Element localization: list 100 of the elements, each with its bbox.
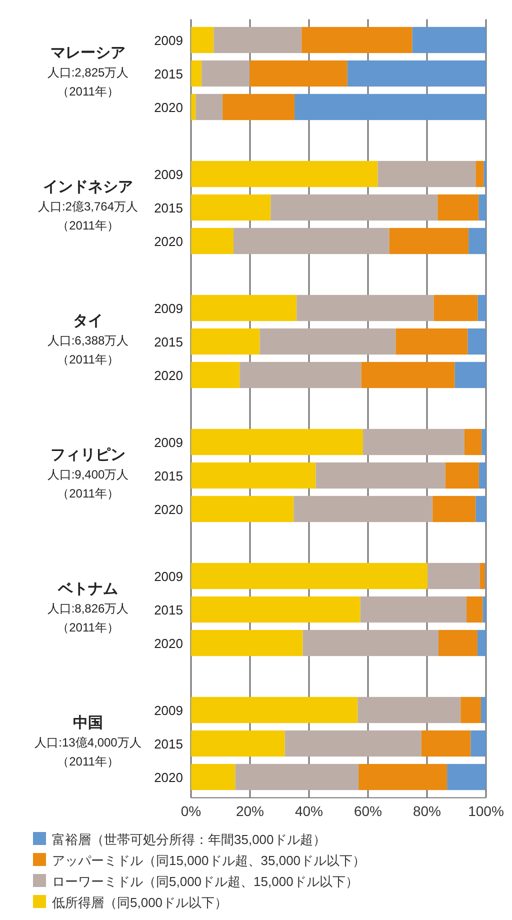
bar [191, 496, 294, 522]
bar [214, 26, 302, 54]
text: 人口:13億4,000万人 [34, 736, 142, 750]
text: （2011年） [57, 620, 119, 634]
bar [378, 160, 476, 188]
bar [358, 764, 448, 790]
bar [482, 596, 486, 623]
bar [191, 328, 260, 355]
bar [270, 194, 438, 221]
text: （2011年） [57, 218, 119, 232]
y-tick-label: 2015 [154, 736, 183, 752]
bar [432, 496, 476, 522]
y-tick-label: 2009 [154, 167, 183, 182]
x-tick-label: 60% [354, 802, 382, 819]
text: 人口:8,826万人 [47, 602, 129, 616]
y-tick-label: 2009 [154, 301, 183, 316]
y-tick-label: 2015 [154, 66, 183, 82]
text: マレーシア [50, 44, 126, 62]
bar [302, 630, 439, 656]
y-tick-label: 2009 [154, 33, 183, 48]
bar [476, 160, 484, 188]
bar [482, 428, 486, 456]
text: フィリピン [50, 446, 126, 464]
bar [191, 562, 428, 590]
bar [396, 328, 468, 355]
bar [191, 630, 303, 656]
bar [191, 462, 316, 489]
bar [466, 596, 483, 623]
x-tick-label: 0% [180, 802, 202, 819]
bar [191, 194, 271, 221]
x-tick-label: 40% [294, 802, 324, 819]
bar [316, 462, 446, 489]
bar [202, 60, 250, 87]
text: （2011年） [57, 84, 119, 98]
bar [361, 362, 455, 388]
x-tick-label: 80% [412, 802, 442, 819]
legend-label: 富裕層（世帯可処分所得：年間35,000ドル超） [52, 832, 326, 847]
bar [191, 428, 363, 456]
bar [454, 362, 486, 388]
text: タイ [73, 312, 103, 330]
x-tick-label: 20% [236, 802, 264, 819]
bar [445, 462, 479, 489]
y-tick-label: 2020 [154, 502, 183, 517]
bar [480, 562, 486, 590]
bar [260, 328, 396, 355]
bar [460, 696, 481, 724]
y-tick-label: 2020 [154, 234, 183, 249]
bar [191, 26, 214, 54]
bar [412, 26, 486, 54]
bar [191, 160, 378, 188]
bar [428, 562, 480, 590]
bar [191, 696, 358, 724]
legend-label: アッパーミドル（同15,000ドル超、35,000ドル以下） [52, 853, 366, 868]
bar [240, 362, 362, 388]
bar [360, 596, 467, 623]
bar [284, 730, 422, 757]
bar [447, 764, 486, 790]
text: （2011年） [57, 754, 119, 768]
bar [438, 630, 478, 656]
text: 中国 [73, 714, 103, 732]
bar [478, 294, 486, 322]
bar [294, 94, 486, 120]
bar [191, 228, 234, 254]
legend-label: 低所得層（同5,000ドル以下） [52, 895, 228, 910]
bar [421, 730, 471, 757]
y-tick-label: 2015 [154, 334, 183, 350]
text: （2011年） [57, 486, 119, 500]
bar [464, 428, 482, 456]
bar [438, 194, 479, 221]
y-tick-label: 2009 [154, 569, 183, 584]
bar [233, 228, 390, 254]
bar [235, 764, 359, 790]
y-tick-label: 2009 [154, 703, 183, 718]
bar [389, 228, 469, 254]
bar [191, 596, 360, 623]
bar [222, 94, 295, 120]
bar [347, 60, 486, 87]
bar [296, 294, 434, 322]
bar [478, 194, 486, 221]
bar [191, 94, 196, 120]
bar [478, 462, 486, 489]
text: 人口:2,825万人 [47, 66, 129, 80]
text: 人口:6,388万人 [47, 334, 129, 348]
bar [250, 60, 348, 87]
bar [191, 60, 202, 87]
bar [302, 26, 412, 54]
bar [191, 730, 285, 757]
y-tick-label: 2009 [154, 435, 183, 450]
text: ベトナム [57, 580, 118, 598]
bar [477, 630, 486, 656]
y-tick-label: 2015 [154, 602, 183, 618]
y-tick-label: 2020 [154, 636, 183, 651]
bar [468, 328, 486, 355]
text: （2011年） [57, 352, 119, 366]
y-tick-label: 2020 [154, 368, 183, 383]
bar [358, 696, 461, 724]
bar [434, 294, 478, 322]
y-tick-label: 2015 [154, 468, 183, 484]
bar [191, 764, 236, 790]
bar [294, 496, 433, 522]
